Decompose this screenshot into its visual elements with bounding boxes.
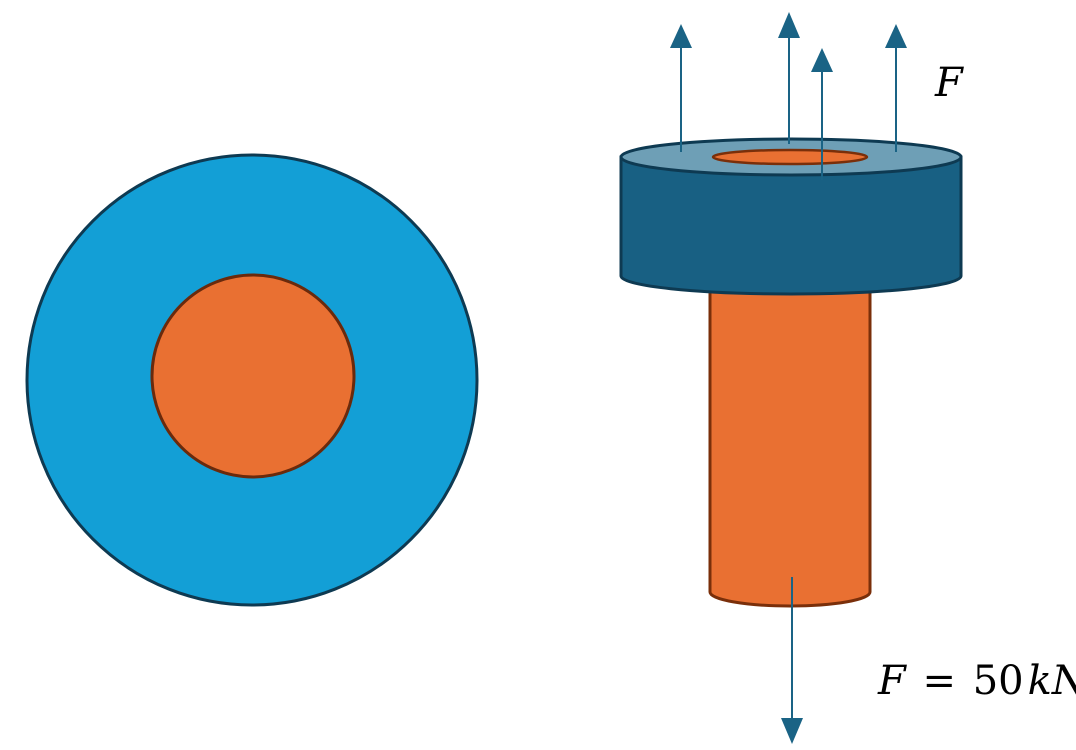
top-view	[25, 153, 479, 607]
up-arrow-1-head	[670, 24, 692, 48]
applied-force-value: 50	[973, 658, 1024, 704]
up-arrow-2-head	[778, 12, 800, 38]
washer-hole	[711, 148, 869, 166]
applied-force-label: F = 50 kN	[877, 658, 1076, 704]
up-arrow-3-head	[811, 48, 833, 72]
shaft	[708, 280, 872, 608]
washer-disk	[619, 137, 963, 296]
side-view	[619, 12, 963, 744]
washer-side	[619, 155, 963, 296]
shaft-cross-section-circle	[150, 273, 356, 479]
applied-force-symbol: F	[877, 658, 907, 704]
top-force-label: F	[934, 60, 964, 106]
downward-force-arrow	[781, 577, 803, 744]
applied-force-unit: kN	[1028, 658, 1076, 704]
shaft-body	[708, 280, 872, 608]
up-arrow-4-head	[885, 24, 907, 48]
down-arrow-head	[781, 718, 803, 744]
upward-force-arrows	[670, 12, 907, 180]
applied-force-equals: =	[910, 658, 969, 704]
